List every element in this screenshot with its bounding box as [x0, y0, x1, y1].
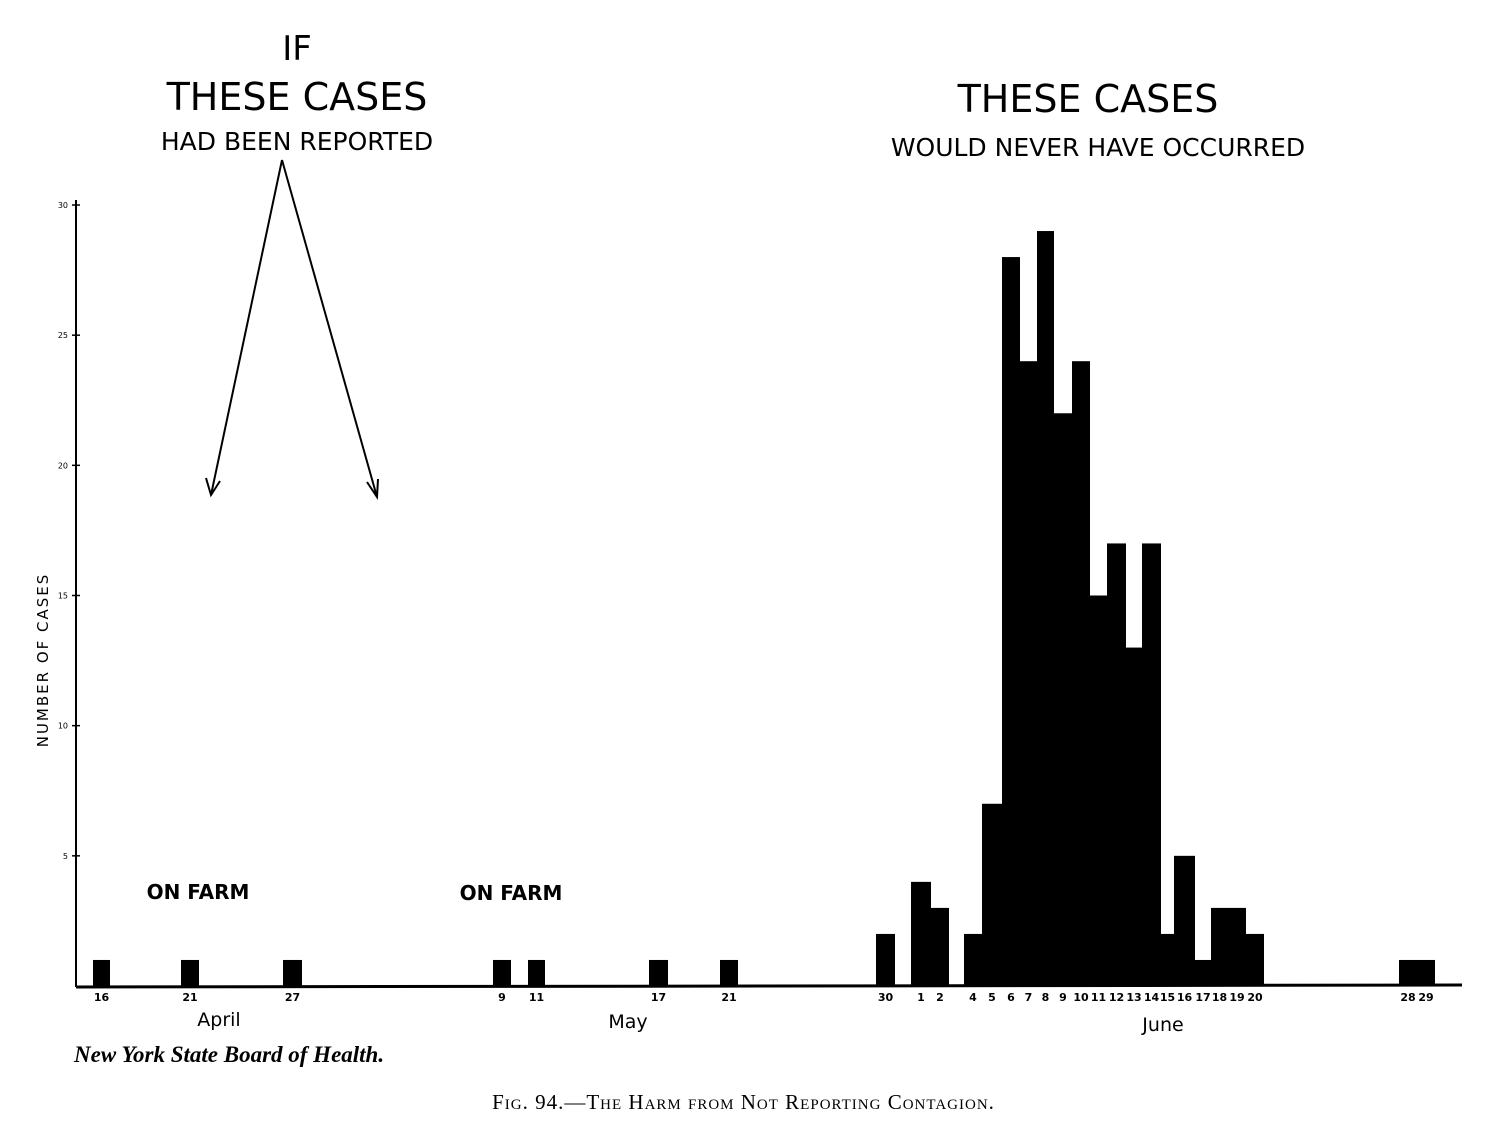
- bar: [1090, 595, 1107, 986]
- bar: [982, 803, 1002, 986]
- x-tick-label: 12: [1109, 991, 1124, 1004]
- bar: [1195, 959, 1211, 986]
- x-tick-label: 21: [721, 991, 736, 1004]
- month-labels: April May June: [197, 1009, 1183, 1036]
- bar: [181, 959, 199, 986]
- x-tick-label: 29: [1418, 991, 1433, 1004]
- x-tick-label: 9: [1059, 991, 1067, 1004]
- bar: [1142, 543, 1161, 986]
- y-tick-label: 15: [58, 592, 68, 601]
- x-tick-labels: 16 21 27 9 11 17 21 30 1 2 4 5 6 7 8 9 10 11 12 13 14 15 16 17 1…: [94, 991, 1434, 1004]
- on-farm-label-2: ON FARM: [460, 881, 563, 905]
- x-tick-label: 7: [1025, 991, 1033, 1004]
- x-tick-label: 19: [1229, 991, 1244, 1004]
- bar: [911, 881, 931, 986]
- bar: [1228, 907, 1246, 986]
- month-label: June: [1141, 1014, 1183, 1036]
- right-annotation-line-1: THESE CASES: [957, 77, 1219, 121]
- bar: [931, 907, 949, 986]
- x-tick-label: 16: [94, 991, 110, 1004]
- x-tick-label: 16: [1177, 991, 1193, 1004]
- x-tick-label: 18: [1212, 991, 1227, 1004]
- bar: [283, 959, 302, 986]
- y-tick-label: 20: [58, 461, 68, 470]
- bar: [1054, 413, 1072, 986]
- month-label: May: [608, 1011, 647, 1033]
- bar: [720, 959, 738, 986]
- x-tick-label: 30: [878, 991, 894, 1004]
- bar: [1161, 933, 1174, 986]
- bar: [649, 959, 668, 986]
- bar: [93, 959, 110, 986]
- bar: [1002, 257, 1020, 987]
- x-tick-label: 2: [936, 991, 944, 1004]
- left-annotation-line-1: IF: [282, 29, 312, 69]
- bar: [528, 959, 545, 986]
- bar: [1399, 959, 1417, 986]
- x-tick-label: 5: [988, 991, 996, 1004]
- x-tick-label: 10: [1073, 991, 1089, 1004]
- month-label: April: [197, 1009, 240, 1031]
- y-ticks: 5 10 15 20 25 30: [58, 201, 80, 861]
- x-tick-label: 28: [1400, 991, 1415, 1004]
- x-tick-label: 4: [969, 991, 977, 1004]
- arrow-left-icon: [205, 159, 283, 498]
- y-tick-label: 10: [58, 722, 68, 731]
- x-tick-label: 11: [529, 991, 544, 1004]
- x-tick-label: 20: [1247, 991, 1263, 1004]
- y-tick-label: 5: [63, 852, 68, 861]
- bar: [1072, 361, 1090, 986]
- x-tick-label: 6: [1007, 991, 1015, 1004]
- x-tick-label: 17: [651, 991, 666, 1004]
- bar: [1107, 543, 1126, 986]
- bars: [93, 231, 1435, 987]
- bar: [1174, 855, 1195, 986]
- x-tick-label: 15: [1160, 991, 1175, 1004]
- left-annotation-line-3: HAD BEEN REPORTED: [161, 127, 433, 156]
- x-tick-label: 9: [498, 991, 506, 1004]
- x-tick-label: 17: [1195, 991, 1210, 1004]
- x-tick-label: 14: [1144, 991, 1160, 1004]
- y-tick-label: 30: [58, 201, 68, 210]
- x-tick-label: 27: [285, 991, 300, 1004]
- bar: [1020, 361, 1037, 986]
- left-annotation-line-2: THESE CASES: [166, 75, 428, 119]
- x-tick-label: 1: [917, 991, 925, 1004]
- bar: [493, 959, 511, 986]
- x-tick-label: 13: [1126, 991, 1141, 1004]
- on-farm-label-1: ON FARM: [147, 880, 250, 904]
- arrow-right-icon: [281, 159, 379, 501]
- right-annotation-line-2: WOULD NEVER HAVE OCCURRED: [891, 133, 1305, 162]
- bar: [1126, 647, 1142, 986]
- x-tick-label: 21: [182, 991, 197, 1004]
- bar: [964, 933, 982, 986]
- x-tick-label: 8: [1042, 991, 1050, 1004]
- bar: [1037, 231, 1054, 987]
- credit-line: New York State Board of Health.: [74, 1042, 385, 1067]
- bar: [1246, 933, 1264, 986]
- bar: [1211, 907, 1228, 986]
- y-tick-label: 25: [58, 331, 68, 340]
- bar: [876, 933, 895, 986]
- x-tick-label: 11: [1091, 991, 1106, 1004]
- y-axis-label: NUMBER OF CASES: [34, 573, 52, 748]
- figure-caption: Fig. 94.—The Harm from Not Reporting Con…: [492, 1090, 995, 1114]
- bar: [1417, 959, 1435, 986]
